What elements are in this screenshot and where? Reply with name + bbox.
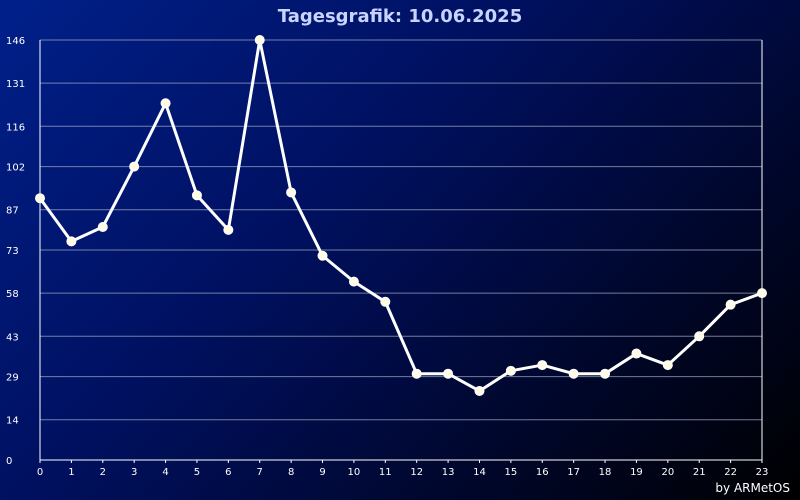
y-tick-label: 146 xyxy=(6,36,25,47)
data-point xyxy=(380,296,391,307)
data-point xyxy=(66,236,77,247)
x-tick-label: 0 xyxy=(37,467,43,478)
x-tick-label: 16 xyxy=(536,467,549,478)
data-point xyxy=(694,331,705,342)
axes xyxy=(39,40,763,461)
y-tick-label: 43 xyxy=(6,332,19,343)
grid-lines xyxy=(40,39,762,421)
data-point xyxy=(568,368,579,379)
data-point xyxy=(411,368,422,379)
x-tick-label: 23 xyxy=(756,467,769,478)
x-tick-label: 1 xyxy=(68,467,74,478)
data-point xyxy=(286,187,297,198)
y-tick-label: 29 xyxy=(6,373,19,384)
y-tick-label: 0 xyxy=(6,456,12,467)
y-tick-label: 87 xyxy=(6,206,19,217)
data-point xyxy=(35,193,45,204)
x-tick-label: 3 xyxy=(131,467,137,478)
data-point xyxy=(662,360,673,371)
series-line xyxy=(38,38,763,393)
data-point xyxy=(757,288,767,299)
data-point xyxy=(254,35,265,45)
data-point xyxy=(348,276,359,287)
data-point xyxy=(129,161,140,172)
x-tick-label: 21 xyxy=(693,467,706,478)
data-point xyxy=(631,348,642,359)
y-tick-label: 73 xyxy=(6,246,19,257)
x-tick-label: 14 xyxy=(473,467,486,478)
data-point xyxy=(160,98,171,109)
chart-title: Tagesgrafik: 10.06.2025 xyxy=(277,6,523,27)
x-tick-label: 11 xyxy=(379,467,392,478)
x-tick-label: 22 xyxy=(724,467,737,478)
x-tick-label: 7 xyxy=(257,467,263,478)
data-point xyxy=(223,224,234,235)
x-tick-label: 8 xyxy=(288,467,294,478)
data-point xyxy=(474,385,485,396)
data-point xyxy=(97,221,108,232)
x-tick-label: 17 xyxy=(567,467,580,478)
y-tick-label: 131 xyxy=(6,79,25,90)
data-point xyxy=(725,299,736,310)
x-tick-label: 5 xyxy=(194,467,200,478)
x-tick-label: 18 xyxy=(599,467,612,478)
x-tick-label: 6 xyxy=(225,467,231,478)
x-tick-label: 9 xyxy=(319,467,325,478)
data-point xyxy=(600,368,611,379)
data-point xyxy=(537,360,548,371)
data-point xyxy=(505,365,516,376)
y-tick-label: 102 xyxy=(6,163,25,174)
y-tick-label: 58 xyxy=(6,289,19,300)
data-point xyxy=(191,190,202,201)
x-tick-label: 2 xyxy=(100,467,106,478)
x-tick-label: 12 xyxy=(410,467,423,478)
data-point xyxy=(317,250,328,261)
x-tick-label: 4 xyxy=(162,467,168,478)
data-point xyxy=(443,368,454,379)
x-tick-label: 20 xyxy=(661,467,674,478)
y-tick-label: 116 xyxy=(6,122,25,133)
x-tick-label: 13 xyxy=(442,467,455,478)
x-tick-label: 19 xyxy=(630,467,643,478)
x-tick-label: 10 xyxy=(348,467,361,478)
x-tick-label: 15 xyxy=(505,467,518,478)
credit-text: by ARMetOS xyxy=(715,481,790,495)
data-series xyxy=(35,35,767,396)
y-tick-label: 14 xyxy=(6,416,19,427)
